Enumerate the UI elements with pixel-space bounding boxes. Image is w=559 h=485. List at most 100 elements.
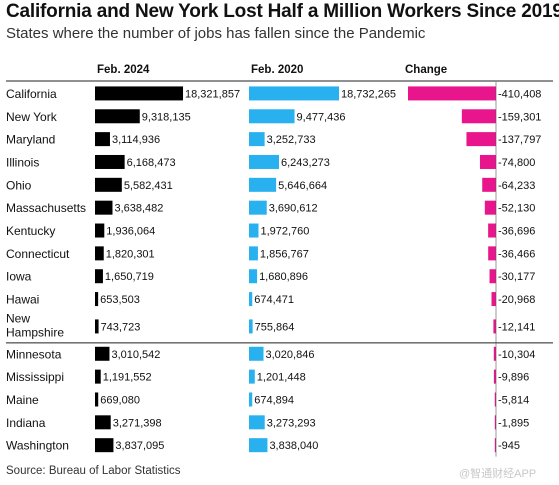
bar-change: [484, 200, 496, 215]
bar-change: [494, 392, 496, 407]
value-label-feb-2024: 3,837,095: [115, 440, 164, 452]
state-label: Minnesota: [6, 347, 62, 361]
state-label: Illinois: [6, 155, 39, 169]
value-label-feb-2020: 3,273,293: [267, 417, 316, 429]
bar-change: [488, 223, 496, 238]
value-label-change: -30,177: [498, 271, 535, 283]
value-label-change: -410,408: [498, 88, 541, 100]
bar-feb-2020: [249, 369, 255, 384]
value-label-feb-2024: 3,114,936: [112, 134, 160, 146]
state-label: Hampshire: [6, 326, 64, 340]
value-label-feb-2024: 3,010,542: [111, 349, 160, 361]
bar-feb-2024: [95, 319, 99, 334]
value-label-change: -12,141: [498, 321, 535, 333]
bar-feb-2024: [95, 415, 111, 430]
value-label-feb-2020: 1,972,760: [260, 226, 309, 238]
bar-feb-2024: [95, 346, 110, 361]
bar-feb-2020: [249, 346, 264, 361]
state-label: New: [6, 312, 30, 326]
value-label-feb-2020: 6,243,273: [281, 157, 330, 169]
bar-feb-2024: [95, 86, 184, 101]
bar-feb-2024: [95, 223, 105, 238]
column-header: Change: [405, 64, 447, 76]
value-label-feb-2024: 1,820,301: [106, 248, 155, 260]
state-label: Ohio: [6, 178, 32, 192]
bar-change: [493, 369, 496, 384]
state-label: Hawai: [6, 293, 39, 307]
state-label: Maine: [6, 393, 39, 407]
bar-feb-2020: [249, 109, 295, 124]
value-label-feb-2020: 3,690,612: [269, 203, 318, 215]
value-label-change: -52,130: [498, 203, 535, 215]
value-label-feb-2020: 3,020,846: [266, 349, 315, 361]
value-label-feb-2024: 669,080: [100, 394, 140, 406]
value-label-feb-2020: 755,864: [255, 321, 295, 333]
bar-feb-2020: [249, 438, 268, 453]
bar-feb-2020: [249, 319, 253, 334]
bar-feb-2020: [249, 154, 279, 169]
bar-change: [461, 109, 496, 124]
value-label-change: -10,304: [498, 349, 535, 361]
bar-change: [491, 292, 496, 307]
bar-feb-2020: [249, 132, 265, 147]
value-label-feb-2024: 1,191,552: [103, 372, 152, 384]
state-label: Iowa: [6, 270, 32, 284]
value-label-feb-2020: 3,838,040: [269, 440, 318, 452]
bar-feb-2024: [95, 200, 113, 215]
value-label-feb-2024: 9,318,135: [142, 111, 191, 123]
bar-feb-2024: [95, 177, 122, 192]
bar-feb-2020: [249, 292, 253, 307]
column-header: Feb. 2020: [251, 64, 303, 76]
state-label: Maryland: [6, 133, 55, 147]
bar-change: [493, 319, 496, 334]
value-label-feb-2020: 5,646,664: [278, 180, 327, 192]
bar-feb-2020: [249, 177, 277, 192]
value-label-feb-2024: 3,638,482: [114, 203, 163, 215]
value-label-feb-2024: 6,168,473: [127, 157, 176, 169]
value-label-change: -20,968: [498, 294, 535, 306]
value-label-change: -159,301: [498, 111, 541, 123]
value-label-feb-2024: 5,582,431: [124, 180, 173, 192]
value-label-feb-2020: 1,680,896: [259, 271, 308, 283]
bar-feb-2020: [249, 392, 253, 407]
value-label-feb-2024: 18,321,857: [185, 88, 240, 100]
bar-feb-2020: [249, 200, 267, 215]
state-label: Massachusetts: [6, 201, 86, 215]
bar-feb-2020: [249, 269, 258, 284]
value-label-change: -5,814: [498, 394, 529, 406]
bar-feb-2024: [95, 132, 110, 147]
bar-change: [494, 415, 496, 430]
value-label-change: -945: [498, 440, 520, 452]
bar-change: [489, 269, 496, 284]
watermark: @智通财经APP: [459, 468, 537, 480]
state-label: Connecticut: [6, 247, 70, 261]
bar-feb-2024: [95, 109, 140, 124]
bar-feb-2024: [95, 292, 99, 307]
value-label-change: -36,696: [498, 226, 535, 238]
state-label: Washington: [6, 439, 69, 453]
bar-change: [482, 177, 496, 192]
value-label-feb-2024: 653,503: [100, 294, 140, 306]
value-label-feb-2024: 743,723: [101, 321, 141, 333]
state-label: New York: [6, 110, 58, 124]
state-label: California: [6, 87, 57, 101]
source-note: Source: Bureau of Labor Statistics: [6, 465, 181, 477]
bar-change: [408, 86, 496, 101]
bar-feb-2024: [95, 269, 103, 284]
bar-feb-2020: [249, 415, 265, 430]
value-label-change: -36,466: [498, 248, 535, 260]
bar-change: [494, 438, 496, 453]
bar-change: [493, 346, 496, 361]
value-label-feb-2024: 3,271,398: [113, 417, 162, 429]
value-label-feb-2020: 674,894: [254, 394, 294, 406]
bar-feb-2024: [95, 438, 114, 453]
bar-feb-2024: [95, 369, 101, 384]
value-label-feb-2024: 1,936,064: [106, 226, 155, 238]
value-label-feb-2020: 1,856,767: [260, 248, 309, 260]
value-label-feb-2020: 1,201,448: [257, 372, 306, 384]
value-label-change: -64,233: [498, 180, 535, 192]
chart-title: California and New York Lost Half a Mill…: [6, 1, 559, 22]
bar-feb-2020: [249, 246, 258, 261]
value-label-feb-2020: 674,471: [254, 294, 294, 306]
